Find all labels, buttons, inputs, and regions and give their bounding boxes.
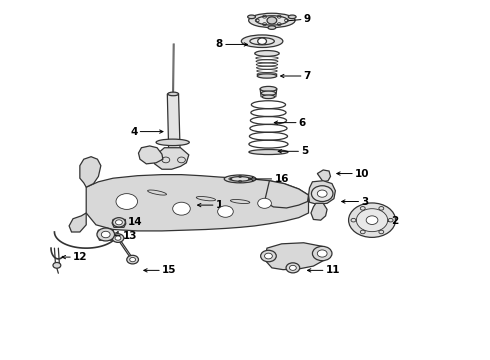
- Text: 13: 13: [123, 231, 137, 240]
- Text: 9: 9: [304, 14, 311, 24]
- Polygon shape: [153, 148, 189, 169]
- Circle shape: [265, 253, 272, 259]
- Ellipse shape: [224, 175, 256, 183]
- Ellipse shape: [260, 86, 277, 91]
- Circle shape: [356, 209, 388, 231]
- Circle shape: [290, 265, 296, 270]
- Text: 7: 7: [304, 71, 311, 81]
- Polygon shape: [167, 94, 180, 155]
- Text: 2: 2: [392, 216, 399, 226]
- Text: 3: 3: [361, 197, 368, 207]
- Circle shape: [258, 198, 271, 208]
- Ellipse shape: [262, 95, 275, 99]
- Circle shape: [313, 246, 332, 261]
- Polygon shape: [86, 175, 309, 231]
- Text: 8: 8: [216, 40, 223, 49]
- Circle shape: [312, 186, 333, 202]
- Ellipse shape: [255, 50, 279, 56]
- Ellipse shape: [257, 74, 277, 78]
- Polygon shape: [80, 157, 101, 187]
- Text: 5: 5: [301, 146, 308, 156]
- Ellipse shape: [168, 92, 178, 96]
- Text: 16: 16: [274, 174, 289, 184]
- Circle shape: [261, 250, 276, 262]
- Polygon shape: [69, 213, 86, 232]
- Polygon shape: [265, 181, 309, 208]
- Text: 12: 12: [73, 252, 88, 262]
- Polygon shape: [318, 170, 331, 182]
- Circle shape: [348, 203, 395, 237]
- Circle shape: [113, 218, 125, 227]
- Ellipse shape: [256, 16, 288, 25]
- Text: 10: 10: [355, 168, 369, 179]
- Text: 11: 11: [326, 265, 340, 275]
- Ellipse shape: [156, 139, 189, 145]
- Polygon shape: [98, 230, 114, 240]
- Circle shape: [53, 262, 61, 268]
- Ellipse shape: [242, 35, 283, 48]
- Circle shape: [286, 263, 300, 273]
- Polygon shape: [139, 146, 163, 164]
- Polygon shape: [265, 243, 327, 270]
- Circle shape: [267, 17, 277, 24]
- Circle shape: [127, 255, 139, 264]
- Circle shape: [97, 228, 115, 241]
- Polygon shape: [311, 203, 327, 220]
- Ellipse shape: [261, 91, 276, 95]
- Circle shape: [318, 250, 327, 257]
- Circle shape: [218, 206, 233, 217]
- Polygon shape: [309, 181, 335, 204]
- Text: 4: 4: [130, 127, 138, 136]
- Ellipse shape: [248, 13, 295, 28]
- Ellipse shape: [268, 26, 276, 30]
- Circle shape: [116, 194, 138, 210]
- Circle shape: [172, 202, 190, 215]
- Ellipse shape: [247, 15, 255, 19]
- Circle shape: [115, 236, 121, 240]
- Ellipse shape: [250, 38, 274, 45]
- Polygon shape: [112, 220, 126, 227]
- Circle shape: [101, 231, 110, 238]
- Circle shape: [318, 190, 327, 197]
- Text: 14: 14: [128, 217, 143, 227]
- Text: 15: 15: [162, 265, 176, 275]
- Text: 1: 1: [216, 200, 223, 210]
- Ellipse shape: [249, 149, 288, 154]
- Circle shape: [116, 220, 122, 225]
- Circle shape: [130, 257, 136, 262]
- Circle shape: [366, 216, 378, 225]
- Ellipse shape: [288, 15, 296, 19]
- Ellipse shape: [230, 177, 250, 181]
- Circle shape: [112, 234, 124, 242]
- Circle shape: [258, 38, 267, 44]
- Text: 6: 6: [299, 118, 306, 128]
